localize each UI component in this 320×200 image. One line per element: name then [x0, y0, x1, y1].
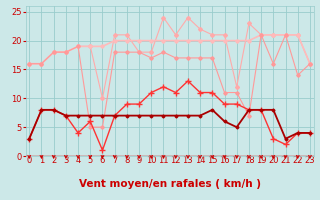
- X-axis label: Vent moyen/en rafales ( km/h ): Vent moyen/en rafales ( km/h ): [79, 179, 260, 189]
